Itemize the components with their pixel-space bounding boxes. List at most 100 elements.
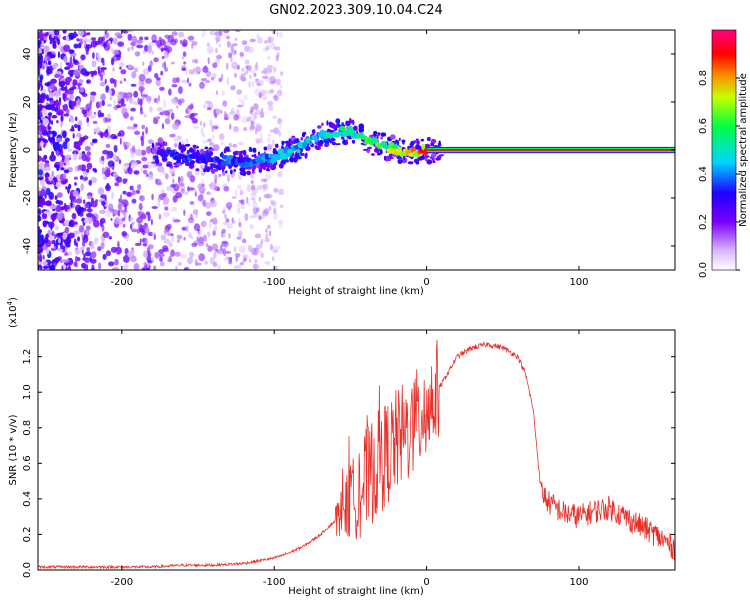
noise-speckle [265, 45, 271, 51]
noise-speckle [134, 51, 141, 57]
noise-speckle [271, 139, 275, 148]
ridge-halo-point [377, 132, 381, 136]
noise-speckle [224, 256, 229, 262]
noise-speckle [97, 66, 100, 74]
ridge-halo-point [281, 140, 285, 146]
ridge-halo-point [232, 151, 237, 155]
noise-speckle [194, 58, 199, 64]
noise-speckle [57, 51, 61, 59]
noise-speckle [81, 262, 87, 269]
noise-speckle [181, 79, 188, 84]
noise-speckle [123, 162, 131, 167]
noise-speckle [250, 180, 254, 184]
noise-speckle [117, 132, 121, 137]
top-y-tick-label: -20 [22, 190, 33, 206]
noise-speckle [256, 185, 263, 191]
noise-speckle [151, 34, 157, 42]
noise-speckle [179, 182, 185, 187]
noise-speckle [43, 109, 47, 117]
noise-speckle [41, 40, 44, 46]
noise-speckle [44, 139, 48, 144]
noise-speckle [141, 156, 148, 162]
noise-speckle [41, 130, 49, 136]
noise-speckle [195, 66, 201, 75]
noise-speckle [85, 44, 93, 49]
noise-speckle [62, 232, 67, 240]
noise-speckle [40, 119, 43, 124]
ridge-halo-point [424, 155, 430, 158]
noise-speckle [205, 80, 211, 83]
noise-speckle [202, 199, 207, 207]
ridge-halo-point [352, 119, 355, 126]
noise-speckle [129, 100, 137, 105]
ridge-halo-point [196, 149, 200, 154]
noise-speckle [207, 57, 210, 65]
noise-speckle [249, 110, 254, 115]
ridge-halo-point [420, 138, 425, 142]
ridge-halo-point [173, 165, 180, 168]
noise-speckle [91, 37, 97, 41]
noise-speckle [71, 86, 77, 90]
noise-speckle [273, 265, 278, 270]
colorbar-tick-label: 0.2 [698, 214, 709, 230]
ridge-halo-point [382, 132, 387, 137]
noise-speckle [159, 256, 163, 262]
noise-speckle [67, 251, 72, 256]
noise-speckle [104, 30, 107, 35]
noise-speckle [68, 232, 75, 239]
noise-speckle [118, 62, 125, 67]
noise-speckle [161, 55, 165, 60]
ridge-halo-point [432, 160, 436, 163]
noise-speckle [80, 107, 85, 111]
noise-speckle [84, 145, 91, 152]
ridge-halo-point [336, 123, 341, 128]
top-x-tick-label: -200 [110, 277, 133, 288]
noise-speckle [247, 244, 253, 252]
ridge-halo-point [154, 158, 160, 165]
noise-speckle [131, 71, 137, 79]
top-y-tick-label: 40 [22, 48, 33, 61]
noise-speckle [245, 196, 249, 204]
noise-speckle [138, 223, 143, 229]
noise-speckle [129, 162, 132, 168]
noise-speckle [63, 169, 70, 174]
noise-speckle [191, 242, 198, 247]
noise-speckle [276, 89, 283, 97]
noise-speckle [95, 101, 101, 109]
noise-speckle [227, 174, 230, 183]
noise-speckle [68, 219, 75, 228]
noise-speckle [86, 79, 89, 84]
noise-speckle [264, 207, 268, 212]
ridge-halo-point [426, 159, 433, 165]
noise-speckle [272, 95, 278, 100]
noise-speckle [74, 182, 77, 186]
noise-speckle [77, 30, 85, 37]
noise-speckle [276, 31, 279, 37]
noise-speckle [204, 100, 212, 105]
noise-speckle [156, 182, 163, 186]
ridge-halo-point [188, 163, 195, 169]
noise-speckle [213, 251, 217, 259]
ridge-halo-point [321, 122, 324, 127]
ridge-halo-point [257, 151, 261, 156]
noise-speckle [47, 52, 52, 56]
ridge-halo-point [326, 128, 331, 133]
noise-speckle [275, 78, 281, 86]
noise-speckle [277, 219, 284, 225]
noise-speckle [38, 169, 43, 176]
noise-speckle [207, 138, 212, 143]
colorbar-tick-label: 0.0 [698, 262, 709, 278]
noise-speckle [47, 60, 52, 66]
noise-speckle [85, 103, 92, 111]
noise-speckle [263, 40, 269, 44]
noise-speckle [87, 207, 92, 213]
noise-speckle [141, 81, 145, 86]
noise-speckle [59, 62, 63, 70]
noise-speckle [93, 127, 101, 134]
noise-speckle [106, 167, 111, 175]
noise-speckle [55, 137, 63, 143]
noise-speckle [262, 184, 266, 188]
noise-speckle [80, 183, 84, 191]
noise-speckle [78, 225, 85, 233]
noise-speckle [261, 70, 265, 74]
